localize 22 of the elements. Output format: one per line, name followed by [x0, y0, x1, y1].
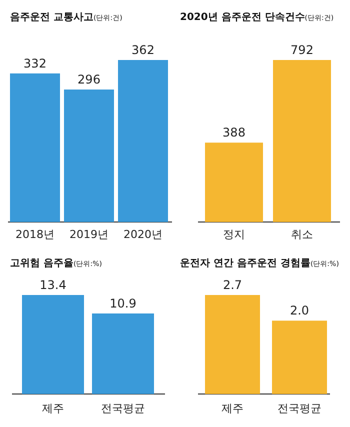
chart-title: 2020년 음주운전 단속건수 [180, 12, 305, 23]
x-tick-label: 전국평균 [278, 402, 322, 415]
data-label: 388 [222, 126, 246, 140]
x-tick-label: 2018년 [16, 228, 54, 241]
chart-title: 음주운전 교통사고 [10, 12, 94, 23]
data-label: 2.7 [222, 278, 242, 292]
data-label: 2.0 [290, 304, 310, 318]
data-label: 296 [78, 72, 100, 87]
data-label: 362 [132, 43, 154, 57]
x-tick-label: 취소 [291, 228, 313, 241]
x-tick-label: 제주 [42, 402, 64, 415]
data-label: 332 [24, 56, 46, 70]
data-label: 10.9 [110, 296, 136, 310]
x-tick-label: 2020년 [124, 228, 162, 241]
data-label: 13.4 [40, 278, 66, 292]
chart-title: 운전자 연간 음주운전 경험률 [180, 258, 310, 269]
x-tick-label: 제주 [222, 402, 244, 415]
x-tick-label: 전국평균 [101, 402, 145, 415]
x-tick-label: 정지 [223, 228, 245, 241]
chart-title: 고위험 음주율 [10, 258, 74, 269]
data-label: 792 [290, 43, 314, 57]
x-tick-label: 2019년 [70, 228, 108, 241]
